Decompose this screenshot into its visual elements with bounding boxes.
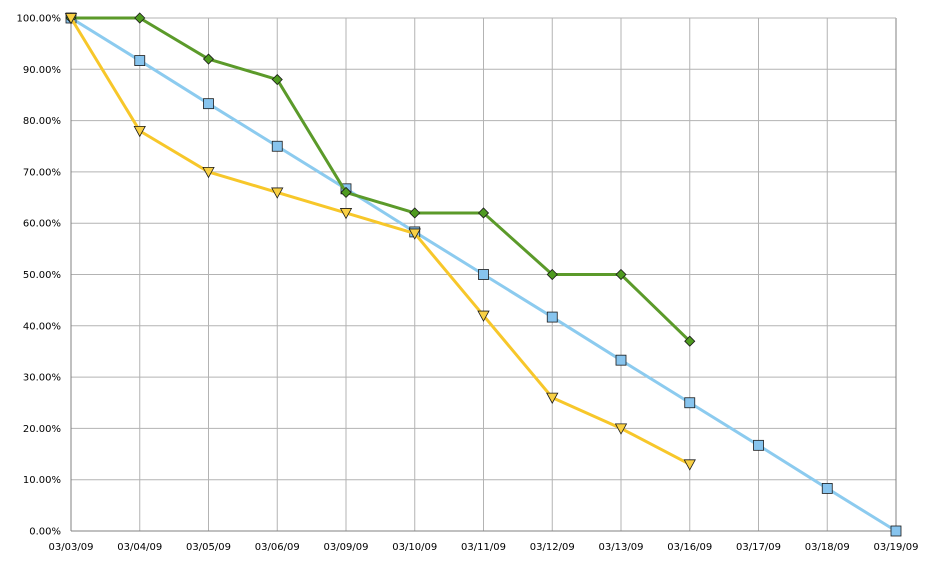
data-point [408, 228, 421, 240]
data-point [202, 53, 215, 65]
x-tick-label: 03/03/09 [49, 542, 94, 553]
data-point [684, 335, 696, 347]
x-tick-label: 03/06/09 [255, 542, 300, 553]
series-2 [65, 12, 696, 347]
series-layer [64, 12, 902, 537]
series-line [71, 16, 691, 343]
data-point [478, 269, 489, 280]
data-point [133, 125, 146, 138]
x-tick-label: 03/04/09 [117, 542, 162, 553]
data-point [614, 423, 628, 435]
data-point [546, 392, 559, 404]
x-tick-label: 03/17/09 [736, 542, 781, 553]
data-point [546, 268, 558, 281]
data-point [271, 73, 283, 86]
y-tick-label: 10.00% [23, 475, 61, 486]
y-tick-label: 0.00% [29, 527, 61, 538]
data-point [615, 268, 627, 281]
y-tick-label: 70.00% [23, 167, 61, 178]
axes [70, 17, 897, 532]
data-point [134, 12, 146, 24]
y-tick-label: 60.00% [23, 219, 61, 230]
x-axis-tick-labels: 03/03/09 03/04/09 03/05/09 03/06/09 03/09/09… [49, 542, 919, 553]
x-tick-label: 03/09/09 [324, 542, 369, 553]
x-tick-label: 03/05/09 [186, 542, 231, 553]
data-point [64, 13, 78, 25]
data-point [546, 311, 558, 323]
y-tick-label: 80.00% [23, 116, 61, 127]
data-point [477, 207, 490, 219]
x-tick-label: 03/19/09 [874, 542, 919, 553]
data-point [203, 98, 214, 110]
data-point [202, 166, 215, 179]
x-tick-label: 03/16/09 [667, 542, 712, 553]
y-tick-label: 40.00% [23, 321, 61, 332]
data-point [615, 354, 627, 366]
series-line [69, 17, 691, 466]
data-point [683, 459, 696, 471]
y-tick-label: 20.00% [23, 424, 61, 435]
data-point [271, 187, 284, 199]
series-3 [64, 13, 696, 471]
data-point [477, 310, 490, 322]
y-tick-label: 90.00% [23, 65, 61, 76]
data-point [134, 55, 146, 66]
x-tick-label: 03/13/09 [599, 542, 644, 553]
data-point [890, 525, 902, 537]
data-point [339, 208, 353, 220]
y-axis-tick-labels: 0.00% 10.00% 20.00% 30.00% 40.00% 50.00% 60.00… [17, 14, 62, 538]
data-point [684, 397, 696, 409]
x-tick-label: 03/10/09 [392, 542, 437, 553]
data-point [271, 140, 283, 152]
y-tick-label: 30.00% [23, 373, 61, 384]
data-point [821, 483, 833, 494]
x-tick-label: 03/11/09 [461, 542, 506, 553]
data-point [340, 186, 352, 198]
x-tick-label: 03/12/09 [530, 542, 575, 553]
y-tick-label: 50.00% [23, 270, 61, 281]
data-point [753, 439, 764, 451]
x-tick-label: 03/18/09 [805, 542, 850, 553]
y-tick-label: 100.00% [17, 14, 62, 25]
data-point [409, 207, 421, 219]
